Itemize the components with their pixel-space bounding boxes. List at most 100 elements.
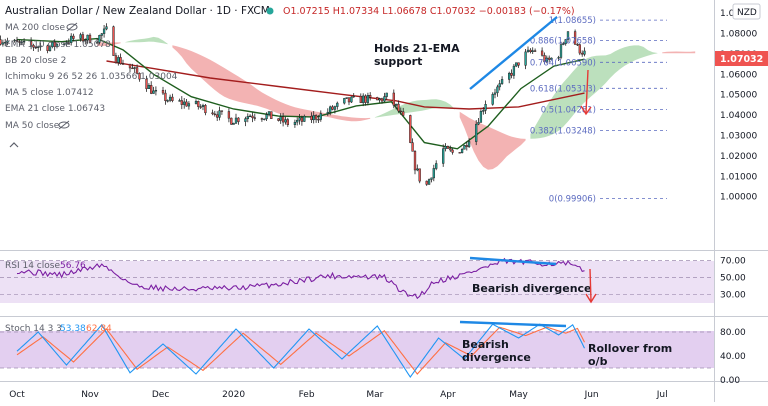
candle-body (435, 163, 438, 169)
candle-body (548, 57, 551, 60)
ichimoku-cloud-bearish (662, 51, 696, 54)
candle-body (185, 101, 188, 107)
legend-ma200[interactable]: MA 200 close (5, 23, 65, 33)
annotation-rollover-1: Rollover from (588, 342, 672, 355)
time-axis-tick: Jun (584, 390, 599, 400)
candle-body (147, 85, 151, 89)
candle-body (515, 62, 518, 67)
ichimoku-cloud-bearish (172, 45, 371, 122)
candle-body (517, 62, 520, 66)
fib-level-label: 0.618(1.05313) (530, 84, 596, 94)
legend-ema110[interactable]: EMA 110 close 1.05078 (5, 40, 111, 50)
stoch-axis-tick: 80.00 (720, 328, 746, 338)
legend-ichimoku[interactable]: Ichimoku 9 26 52 26 1.03566 1.03004 (5, 72, 178, 82)
candle-body (385, 92, 388, 97)
price-axis-tick: 1.08000 (720, 30, 757, 40)
candle-body (183, 101, 186, 105)
candle-body (413, 151, 417, 171)
annotation-ema-support-2: support (374, 55, 422, 68)
currency-label: NZD (737, 8, 757, 18)
candle-body (263, 118, 266, 120)
candle-body (425, 180, 428, 185)
annotation-stoch-divergence-2: divergence (462, 351, 531, 364)
price-trendline[interactable] (469, 16, 558, 90)
currency-button[interactable] (732, 3, 761, 20)
candle-body (29, 41, 33, 46)
rsi-line[interactable] (16, 257, 585, 300)
candle-body (510, 72, 513, 76)
candle-body (402, 111, 405, 116)
candle-body (171, 96, 174, 101)
collapse-legend-icon[interactable] (9, 142, 19, 148)
legend-ma50[interactable]: MA 50 close (5, 121, 60, 131)
time-axis-tick: Oct (9, 390, 25, 400)
legend-ma5[interactable]: MA 5 close 1.07412 (5, 88, 94, 98)
candle-body (581, 52, 584, 55)
candle-body (329, 106, 332, 113)
rsi-axis-tick: 70.00 (720, 257, 746, 267)
candle-body (352, 95, 355, 98)
candle-body (296, 119, 299, 123)
candle-body (583, 50, 586, 55)
candle-body (234, 117, 238, 124)
stoch-trendline[interactable] (459, 320, 567, 328)
candle-body (564, 39, 567, 44)
candle-body (449, 148, 452, 151)
symbol-title[interactable]: Australian Dollar / New Zealand Dollar ·… (5, 5, 270, 17)
candle-body (161, 90, 165, 94)
candle-body (232, 122, 235, 125)
candle-body (479, 111, 483, 123)
candle-body (578, 44, 581, 54)
time-axis-tick: Feb (299, 390, 315, 400)
candle-body (362, 95, 365, 103)
time-axis-tick: Dec (152, 390, 169, 400)
candle-body (442, 148, 445, 164)
down-arrow-icon (585, 268, 597, 304)
annotation-rollover-2: o/b (588, 355, 608, 368)
candle-body (463, 145, 466, 150)
candle-body (277, 118, 280, 121)
candle-body (114, 55, 118, 63)
ichimoku-cloud-bullish (530, 45, 658, 139)
candle-body (138, 73, 141, 80)
candle-body (380, 98, 384, 102)
rsi-legend-label[interactable]: RSI 14 close (5, 261, 60, 271)
fib-level-label: 0.382(1.03248) (530, 126, 596, 136)
stoch-k-line[interactable] (16, 323, 585, 378)
candle-body (383, 96, 386, 102)
candle-body (88, 34, 92, 43)
candle-body (484, 104, 487, 111)
candle-body (18, 41, 21, 43)
candle-body (51, 41, 54, 47)
eye-hidden-icon[interactable] (58, 120, 70, 130)
candle-body (444, 146, 447, 149)
candle-body (432, 168, 435, 179)
candle-body (529, 49, 532, 52)
candle-body (204, 105, 207, 114)
time-axis-tick: Apr (440, 390, 456, 400)
candle-body (117, 57, 120, 63)
candle-body (95, 42, 99, 44)
candle-body (557, 57, 560, 59)
candle-body (211, 112, 214, 115)
stoch-d-line[interactable] (16, 326, 585, 375)
candle-body (37, 46, 40, 48)
legend-ema21[interactable]: EMA 21 close 1.06743 (5, 104, 105, 114)
legend-bb[interactable]: BB 20 close 2 (5, 56, 66, 66)
fib-level-label: 0.764(1.06590) (530, 58, 596, 68)
stoch-legend-d: 62.84 (86, 324, 112, 334)
candle-body (427, 179, 431, 185)
rsi-trendline[interactable] (469, 256, 557, 266)
candle-body (46, 45, 49, 51)
rsi-legend-value: 56.76 (60, 261, 86, 271)
candle-body (0, 39, 2, 45)
candle-body (32, 44, 35, 48)
stoch-legend-label[interactable]: Stoch 14 3 3 (5, 324, 62, 334)
candle-body (81, 34, 85, 42)
candle-body (458, 152, 461, 154)
candle-body (67, 42, 70, 44)
eye-hidden-icon[interactable] (66, 22, 78, 32)
candle-body (164, 92, 167, 101)
time-axis-tick: Nov (81, 390, 99, 400)
